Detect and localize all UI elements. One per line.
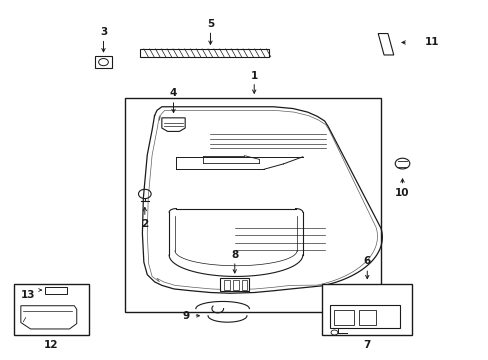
Bar	[241, 280, 247, 290]
Text: 8: 8	[231, 250, 238, 260]
Text: 4: 4	[169, 88, 177, 98]
Text: 12: 12	[44, 340, 59, 350]
Polygon shape	[21, 306, 77, 329]
Text: 3: 3	[100, 27, 107, 37]
Bar	[95, 57, 112, 68]
Bar	[322, 284, 411, 336]
Text: 11: 11	[424, 37, 438, 48]
Polygon shape	[162, 118, 185, 131]
Bar	[14, 284, 89, 336]
Text: 6: 6	[363, 256, 370, 266]
Text: 10: 10	[394, 188, 409, 198]
Text: 2: 2	[141, 219, 148, 229]
Text: 7: 7	[363, 340, 370, 350]
Bar	[334, 310, 353, 325]
Bar	[140, 49, 268, 57]
Bar	[232, 280, 238, 290]
Text: 13: 13	[21, 290, 35, 300]
Polygon shape	[377, 33, 393, 55]
Text: 5: 5	[206, 19, 214, 29]
Bar	[224, 280, 229, 290]
Bar	[45, 287, 67, 294]
Bar	[329, 305, 399, 328]
Bar	[125, 98, 380, 312]
Text: 1: 1	[250, 71, 257, 81]
Bar	[220, 278, 249, 292]
Bar	[358, 310, 375, 325]
Text: 9: 9	[182, 311, 189, 321]
